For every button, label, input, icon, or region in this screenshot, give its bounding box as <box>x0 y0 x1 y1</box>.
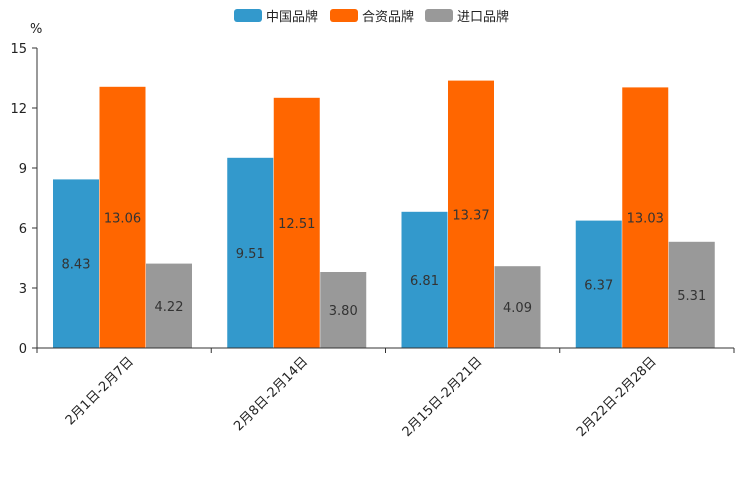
bar <box>622 87 669 349</box>
y-tick-label: 12 <box>10 102 27 117</box>
x-axis: 2月1日-2月7日 2月8日-2月14日 2月15日-2月21日 2月22日-2月28… <box>36 347 735 440</box>
legend-label-3: 进口品牌 <box>457 9 509 25</box>
x-tick-label: 2月22日-2月28日 <box>574 354 660 440</box>
legend-swatch-2 <box>330 9 358 22</box>
bar <box>227 157 274 348</box>
legend-swatch-1 <box>234 9 262 22</box>
y-tick-label: 15 <box>10 42 27 57</box>
bars: 8.43 13.06 4.22 9.51 12.51 3.80 6.81 13.37 4.09 6… <box>53 80 715 349</box>
bar <box>320 272 367 348</box>
bar <box>494 266 541 348</box>
y-axis: 0 3 6 9 12 15 <box>10 42 38 357</box>
data-label: 6.81 <box>410 274 439 289</box>
x-tick-label: 2月1日-2月7日 <box>63 354 137 428</box>
bar <box>401 211 448 348</box>
data-label: 6.37 <box>584 278 613 293</box>
bar <box>273 97 320 348</box>
data-label: 8.43 <box>62 258 91 273</box>
legend-label-1: 中国品牌 <box>266 9 318 25</box>
data-label: 13.03 <box>627 212 664 227</box>
data-label: 12.51 <box>278 217 315 232</box>
bar <box>53 179 99 348</box>
bar <box>146 263 192 348</box>
legend-label-2: 合资品牌 <box>362 9 414 25</box>
data-label: 13.06 <box>104 211 141 226</box>
y-axis-unit-label: % <box>30 22 42 37</box>
bar <box>99 86 146 349</box>
data-label: 5.31 <box>677 289 706 304</box>
y-tick-label: 0 <box>19 342 27 357</box>
data-label: 13.37 <box>452 208 489 223</box>
bar <box>448 80 494 348</box>
y-tick-label: 9 <box>19 162 27 177</box>
legend-swatch-3 <box>425 9 453 22</box>
y-tick-label: 6 <box>19 222 27 237</box>
x-tick-label: 2月15日-2月21日 <box>400 354 486 440</box>
legend: 中国品牌 合资品牌 进口品牌 <box>234 9 509 25</box>
data-label: 9.51 <box>236 247 265 262</box>
x-tick-label: 2月8日-2月14日 <box>231 354 311 434</box>
data-label: 4.09 <box>503 301 532 316</box>
bar <box>668 241 715 348</box>
data-label: 3.80 <box>329 304 358 319</box>
data-label: 4.22 <box>155 300 184 315</box>
bar <box>575 220 622 348</box>
y-tick-label: 3 <box>19 282 27 297</box>
